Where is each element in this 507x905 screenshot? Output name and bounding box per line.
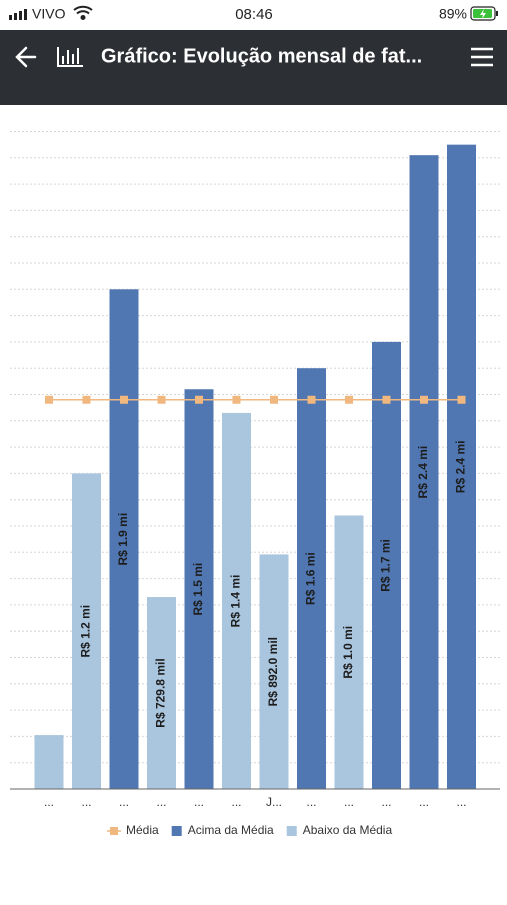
header-title: Gráfico: Evolução mensal de fat... [101,45,422,67]
data-label: R$ 1.5 mi [191,563,205,616]
x-tick-label: ... [231,795,241,809]
average-point [157,395,166,404]
legend-marker [110,827,118,835]
x-tick-label: ... [419,795,429,809]
x-tick-label: ... [44,795,54,809]
bar [259,554,289,789]
x-tick-label: ... [194,795,204,809]
menu-button[interactable] [471,47,493,67]
data-label: R$ 1.7 mi [379,539,393,592]
carrier: VIVO [32,6,66,22]
average-point [45,395,53,404]
signal-icon [9,9,27,20]
x-tick-label: ... [306,795,316,809]
average-point [232,395,241,404]
back-button[interactable] [15,46,37,68]
average-point [120,395,128,404]
x-tick-label: ... [381,795,391,809]
data-label: R$ 1.9 mi [116,513,130,566]
data-label: R$ 729.8 mil [154,658,168,727]
bar [297,368,326,789]
clock: 08:46 [235,6,273,23]
bar [447,144,476,789]
x-tick-label: ... [344,795,354,809]
x-tick-label: ... [119,795,129,809]
legend-label: Abaixo da Média [303,823,393,837]
chart: R$ 1.9 mi R$ 1.5 mi R$ 1.6 mi R$ 1.7 mi R$ 2… [10,131,500,837]
legend-marker [286,826,297,836]
data-label: R$ 1.0 mi [341,626,355,679]
average-point [270,395,278,404]
bar [222,412,251,789]
bar [409,155,439,790]
average-point [420,395,428,404]
bar [334,515,364,789]
bar [372,341,401,789]
average-point [195,395,203,404]
average-point [307,395,316,404]
average-point [345,395,353,404]
legend-marker [171,826,182,836]
data-label: R$ 1.6 mi [304,552,318,605]
bar [72,473,101,789]
data-label: R$ 1.4 mi [229,575,243,628]
data-label: R$ 1.2 mi [79,605,93,658]
bar [109,289,139,789]
data-label: R$ 2.4 mi [454,440,468,493]
chart-icon [57,47,83,67]
x-tick-label: ... [156,795,166,809]
x-tick-label: ... [81,795,91,809]
legend-label: Acima da Média [188,823,274,837]
x-tick-label: ... [456,795,466,809]
battery-percent: 89% [439,6,467,22]
wifi-icon [73,5,93,20]
average-point [457,395,466,404]
bar [147,597,176,789]
average-point [82,395,91,404]
legend-label: Média [126,823,159,837]
data-label: R$ 2.4 mi [416,446,430,499]
data-label: R$ 892.0 mil [266,637,280,706]
app-header [0,30,507,105]
bar [34,735,64,789]
average-point [382,395,391,404]
battery-icon [470,6,498,21]
x-tick-label: J... [266,795,282,809]
bar [184,389,214,789]
